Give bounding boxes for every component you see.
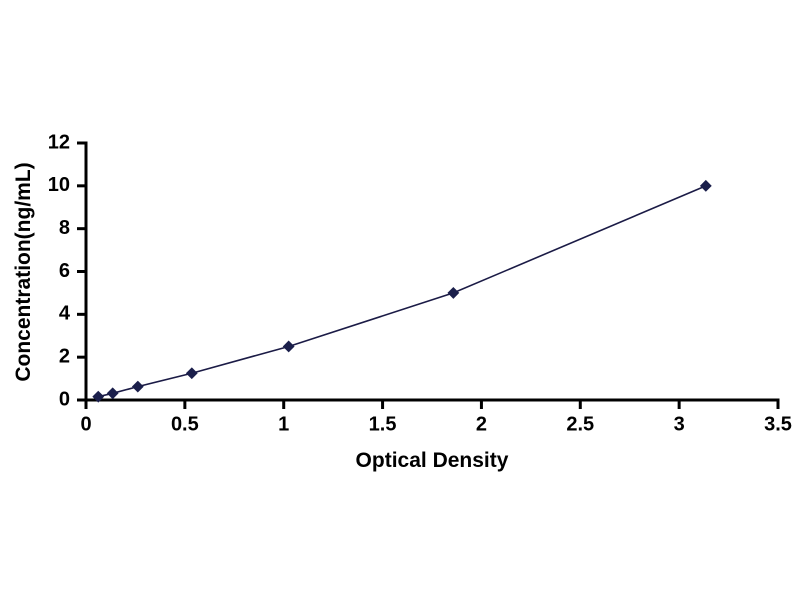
y-axis-tick-labels: 0 2 4 6 8 10 12	[48, 131, 71, 410]
series-markers-standard-curve	[92, 179, 712, 403]
data-point-marker	[447, 287, 460, 299]
y-tick-label: 10	[48, 174, 70, 196]
y-tick-label: 8	[59, 217, 70, 239]
x-tick-label: 0	[80, 414, 91, 436]
y-tick-label: 12	[48, 131, 70, 153]
data-point-marker	[131, 380, 144, 393]
data-point-marker	[185, 367, 198, 380]
data-point-marker	[92, 390, 105, 403]
x-axis-title: Optical Density	[356, 449, 509, 472]
x-tick-label: 0.5	[171, 414, 199, 436]
y-tick-label: 4	[59, 303, 71, 325]
y-tick-label: 2	[59, 345, 70, 367]
x-tick-label: 3.5	[764, 414, 792, 436]
x-tick-label: 1	[278, 414, 289, 436]
axis-lines	[84, 141, 780, 402]
data-point-marker	[282, 340, 295, 353]
y-axis-ticks	[77, 141, 86, 402]
x-tick-label: 2.5	[566, 414, 594, 436]
data-point-marker	[106, 387, 119, 400]
y-axis-title: Concentration(ng/mL)	[12, 162, 35, 381]
data-point-marker	[699, 179, 712, 192]
x-tick-label: 1.5	[369, 414, 397, 436]
x-tick-label: 2	[476, 414, 487, 436]
x-axis-tick-labels: 0 0.5 1 1.5 2 2.5 3 3.5	[80, 414, 791, 436]
y-tick-label: 0	[59, 388, 70, 410]
y-tick-label: 6	[59, 260, 70, 282]
x-tick-label: 3	[674, 414, 685, 436]
